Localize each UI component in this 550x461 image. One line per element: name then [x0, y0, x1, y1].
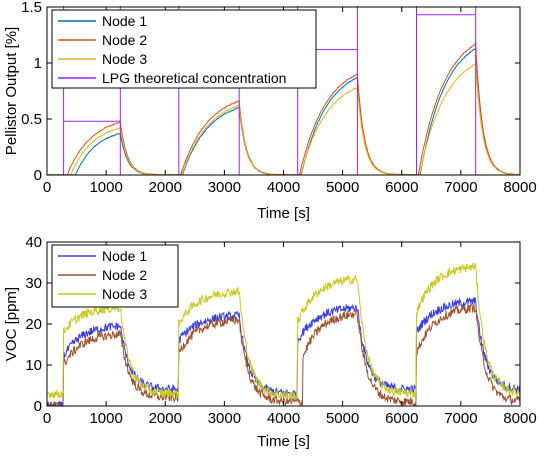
legend: Node 1 Node 2 Node 3 LPG theoretical concen… [51, 9, 317, 89]
legend-label: Node 1 [102, 13, 147, 29]
x-tick-label: 6000 [385, 410, 418, 427]
x-tick-label: 3000 [208, 410, 241, 427]
x-tick-label: 8000 [503, 410, 536, 427]
y-tick-label: 0 [34, 167, 42, 184]
y-tick-label: 1 [34, 55, 42, 72]
voc-chart: 0 1000 2000 3000 4000 5000 6000 7000 8000 0 10 20 30… [3, 234, 537, 450]
series-line-4 [47, 6, 520, 175]
x-tick-label: 0 [43, 179, 51, 196]
x-axis-label: Time [s] [257, 205, 310, 222]
x-tick-label: 3000 [208, 179, 241, 196]
series-line-2 [47, 41, 520, 175]
x-tick-label: 7000 [444, 410, 477, 427]
series-line-1 [47, 296, 520, 406]
y-tick-label: 30 [25, 275, 42, 292]
x-tick-label: 7000 [444, 179, 477, 196]
series-line-3 [47, 262, 520, 400]
pellistor-chart: 0 1000 2000 3000 4000 5000 6000 7000 8000 0 0.5 1 1.… [3, 0, 537, 222]
x-axis-label: Time [s] [257, 433, 310, 450]
y-axis-label: VOC [ppm] [3, 287, 20, 361]
legend-label: Node 3 [102, 286, 147, 302]
x-tick-label: 4000 [267, 410, 300, 427]
y-axis-label: Pellistor Output [%] [3, 27, 20, 155]
legend-label: Node 1 [102, 248, 147, 264]
x-tick-label: 1000 [89, 179, 122, 196]
legend-label: LPG theoretical concentration [102, 70, 286, 86]
y-tick-label: 10 [25, 357, 42, 374]
x-tick-label: 0 [43, 410, 51, 427]
x-tick-label: 2000 [149, 179, 182, 196]
legend-box [51, 9, 317, 89]
series-line-2 [47, 302, 520, 406]
legend-label: Node 2 [102, 32, 147, 48]
y-tick-label: 0 [34, 398, 42, 415]
x-tick-label: 1000 [89, 410, 122, 427]
x-tick-label: 5000 [326, 410, 359, 427]
legend-label: Node 3 [102, 51, 147, 67]
x-tick-label: 2000 [149, 410, 182, 427]
legend-label: Node 2 [102, 267, 147, 283]
y-tick-label: 40 [25, 234, 42, 251]
series-line-3 [47, 63, 520, 175]
legend: Node 1 Node 2 Node 3 [51, 244, 179, 308]
x-tick-label: 8000 [503, 179, 536, 196]
y-tick-label: 0.5 [21, 111, 42, 128]
x-tick-label: 4000 [267, 179, 300, 196]
y-tick-label: 20 [25, 316, 42, 333]
y-tick-label: 1.5 [21, 0, 42, 16]
x-tick-label: 5000 [326, 179, 359, 196]
x-tick-label: 6000 [385, 179, 418, 196]
